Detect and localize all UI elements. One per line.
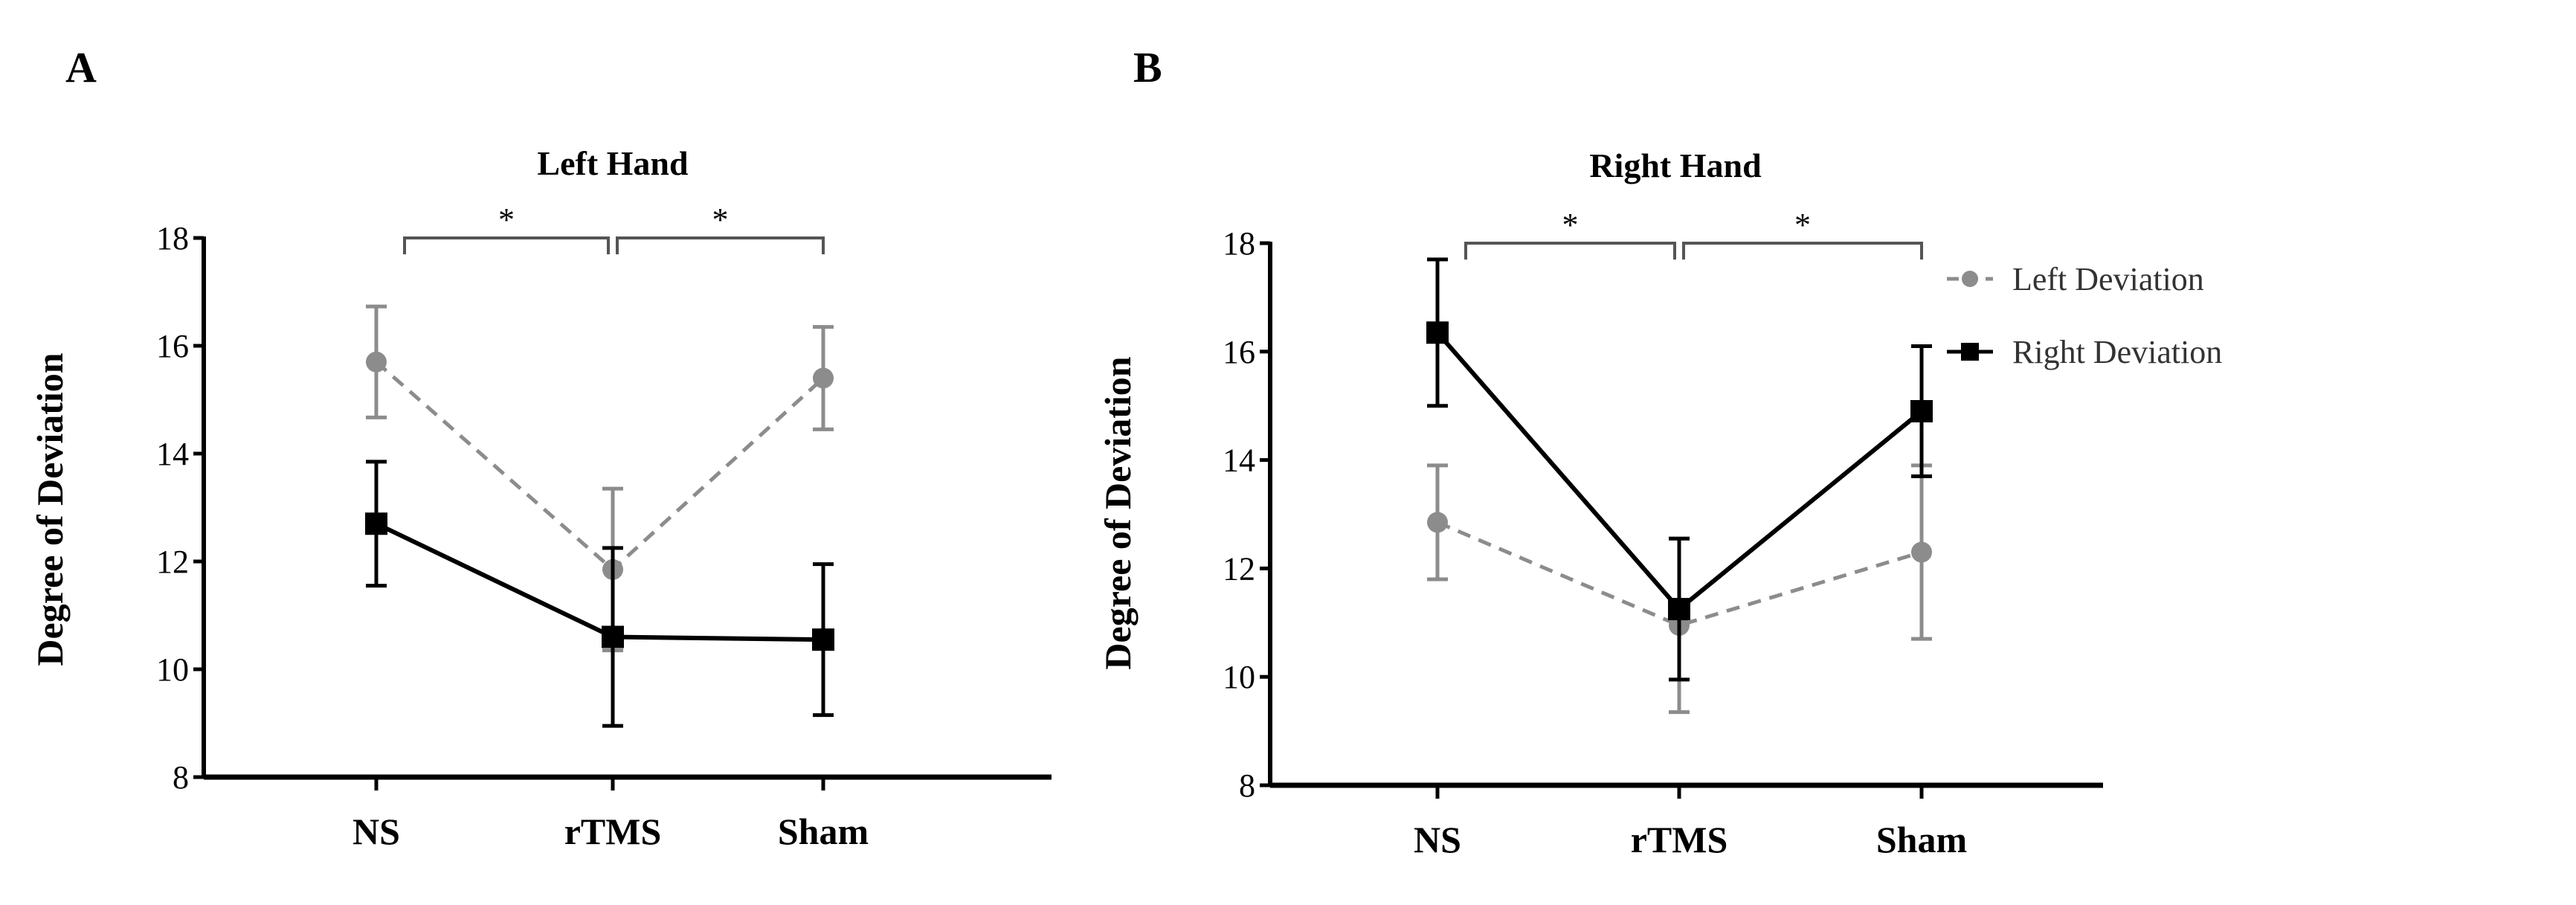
panel-a: A Left Hand Degree of Deviation 8 10 12 14 16 18…: [29, 43, 1052, 852]
panel-label: B: [1133, 43, 1162, 91]
significance-marker: *: [498, 202, 515, 238]
legend-right-deviation-label: Right Deviation: [2012, 334, 2222, 370]
significance-bracket: [1682, 242, 1923, 260]
y-tick-label: 10: [156, 651, 189, 688]
chart-title: Left Hand: [537, 144, 689, 182]
y-tick-label: 18: [156, 220, 189, 257]
significance-marker: *: [1562, 207, 1579, 243]
x-tick-label: Sham: [778, 811, 869, 852]
panel-b: B Right Hand Degree of Deviation 8 10 12 14 16 1…: [1097, 43, 2103, 860]
y-axis-label: Degree of Deviation: [29, 352, 71, 666]
y-tick-label: 18: [1223, 225, 1255, 262]
y-axis-label: Degree of Deviation: [1097, 356, 1139, 669]
data-point: [813, 367, 834, 389]
y-tick-label: 10: [1223, 659, 1255, 695]
legend: Left Deviation Right Deviation: [1947, 261, 2222, 370]
data-point: [365, 512, 387, 535]
y-tick-label: 14: [1223, 442, 1255, 479]
data-point: [1910, 399, 1933, 422]
y-tick-label: 16: [1223, 334, 1255, 370]
y-tick-label: 12: [156, 544, 189, 580]
significance-bracket: [1464, 242, 1676, 260]
data-point: [1668, 598, 1690, 621]
data-point: [812, 628, 834, 651]
significance-marker: *: [712, 202, 729, 238]
data-point: [602, 625, 624, 648]
y-tick-label: 16: [156, 328, 189, 364]
data-point: [366, 351, 387, 373]
series-line: [1437, 521, 1922, 628]
x-tick-label: NS: [1414, 819, 1461, 860]
y-tick-label: 8: [1239, 767, 1255, 804]
data-point: [1426, 321, 1449, 344]
x-tick-label: rTMS: [1631, 819, 1728, 860]
x-tick-label: NS: [352, 811, 400, 852]
legend-right-deviation-marker: [1961, 343, 1979, 361]
series-line: [375, 360, 825, 573]
x-tick-label: rTMS: [564, 811, 662, 852]
data-point: [1427, 512, 1448, 533]
y-tick-label: 8: [173, 759, 189, 796]
data-point: [1911, 541, 1932, 563]
significance-bracket: [403, 236, 610, 254]
y-tick-label: 12: [1223, 550, 1255, 587]
legend-left-deviation-label: Left Deviation: [2012, 261, 2204, 297]
series-left-deviation: [1427, 463, 1932, 715]
significance-bracket: [616, 236, 825, 254]
chart-title: Right Hand: [1589, 146, 1762, 184]
series-right-deviation: [365, 460, 834, 728]
significance-marker: *: [1794, 207, 1811, 243]
series-left-deviation: [366, 304, 834, 653]
x-tick-label: Sham: [1876, 819, 1967, 860]
y-tick-label: 14: [156, 436, 189, 472]
series-right-deviation: [1426, 257, 1933, 682]
panel-label: A: [65, 43, 97, 91]
legend-left-deviation-marker: [1962, 271, 1978, 287]
series-line: [375, 521, 824, 642]
